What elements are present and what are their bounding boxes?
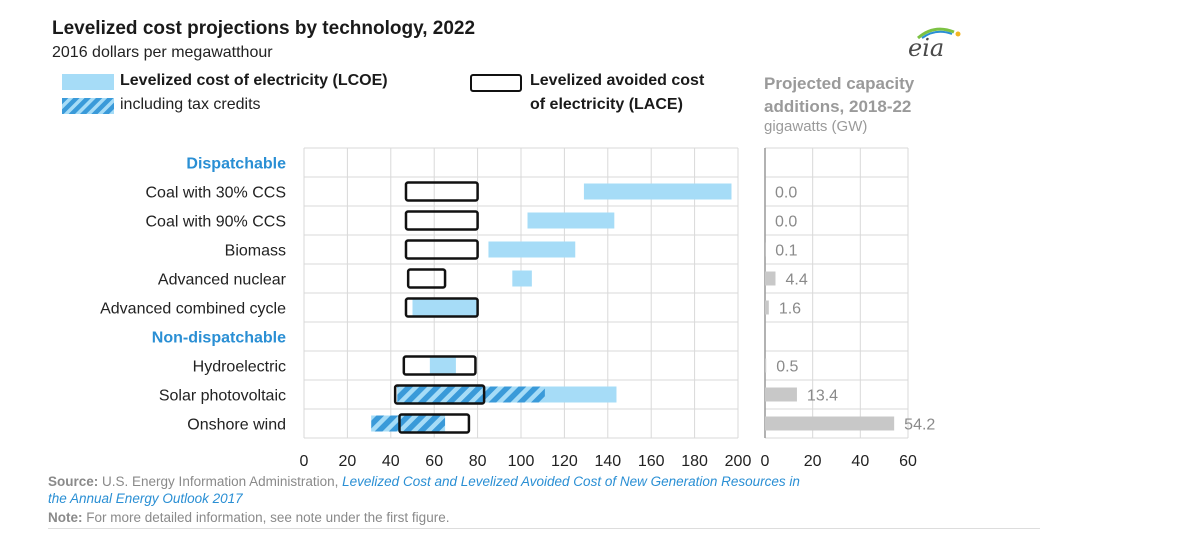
source-link-1[interactable]: Levelized Cost and Levelized Avoided Cos… <box>342 474 800 489</box>
row-label: Solar photovoltaic <box>159 388 286 405</box>
lcoe-tick-label: 80 <box>469 453 487 470</box>
source-label: Source: <box>48 474 99 489</box>
capacity-value-label: 0.0 <box>775 185 797 202</box>
legend-lcoe-label: Levelized cost of electricity (LCOE) <box>120 72 388 89</box>
capacity-value-label: 0.0 <box>775 214 797 231</box>
note-text: For more detailed information, see note … <box>86 510 450 525</box>
lcoe-tick-label: 40 <box>382 453 400 470</box>
logo-text: eia <box>908 34 945 62</box>
row-label: Coal with 90% CCS <box>146 214 287 231</box>
legend-tax-label: including tax credits <box>120 96 261 113</box>
lcoe-tick-label: 200 <box>725 453 752 470</box>
capacity-bars: 0.0 0.0 0.1 4.4 1.6 0.5 13.4 54.2 <box>765 185 935 434</box>
lace-bar <box>398 413 471 434</box>
capacity-header-line2: additions, 2018-22 <box>764 97 912 116</box>
legend-lace-swatch <box>470 74 522 92</box>
category-header: Dispatchable <box>186 156 286 173</box>
capacity-value-label: 0.1 <box>775 243 797 260</box>
capacity-gridlines <box>764 147 909 439</box>
lace-bar <box>404 210 479 231</box>
lcoe-bar <box>527 212 615 229</box>
note: Note: For more detailed information, see… <box>48 510 449 525</box>
legend-lace-label-2: of electricity (LACE) <box>530 96 683 113</box>
lace-bar <box>393 384 486 405</box>
footer-rule <box>48 528 1040 529</box>
capacity-bar <box>765 358 767 373</box>
lcoe-bar <box>429 357 456 374</box>
lace-bar <box>404 297 479 318</box>
capacity-unit: gigawatts (GW) <box>764 118 868 135</box>
lcoe-tick-label: 100 <box>508 453 535 470</box>
note-label: Note: <box>48 510 83 525</box>
logo-arc-icon <box>917 27 961 40</box>
lcoe-bar <box>488 241 576 258</box>
chart-subtitle: 2016 dollars per megawatthour <box>52 44 273 61</box>
capacity-bar <box>765 271 776 286</box>
row-label: Coal with 30% CCS <box>146 185 287 202</box>
row-label: Advanced nuclear <box>158 272 287 289</box>
lcoe-tick-label: 60 <box>425 453 443 470</box>
lcoe-bar <box>512 270 532 287</box>
lace-bar <box>406 268 447 289</box>
lcoe-tick-label: 160 <box>638 453 665 470</box>
capacity-header-line1: Projected capacity <box>764 74 915 93</box>
row-label: Advanced combined cycle <box>100 301 286 318</box>
lace-bar <box>404 239 479 260</box>
lcoe-tick-label: 120 <box>551 453 578 470</box>
lcoe-tick-label: 20 <box>339 453 357 470</box>
capacity-header: Projected capacity additions, 2018-22 <box>764 72 914 118</box>
source-link-2[interactable]: the Annual Energy Outlook 2017 <box>48 491 243 506</box>
lcoe-tick-label: 0 <box>300 453 309 470</box>
source-text: U.S. Energy Information Administration, <box>102 474 339 489</box>
capacity-value-label: 54.2 <box>904 417 935 434</box>
source-note-2: the Annual Energy Outlook 2017 <box>48 491 243 506</box>
source-note: Source: U.S. Energy Information Administ… <box>48 474 800 489</box>
capacity-tick-label: 60 <box>899 453 917 470</box>
capacity-bar <box>765 387 797 402</box>
legend-tax-swatch <box>62 98 114 114</box>
lcoe-bars <box>371 183 732 432</box>
capacity-tick-label: 20 <box>804 453 822 470</box>
capacity-value-label: 4.4 <box>785 272 807 289</box>
capacity-tick-label: 0 <box>761 453 770 470</box>
lcoe-tax-credit-bar <box>371 415 446 432</box>
capacity-tick-labels: 0 20 40 60 <box>761 453 917 470</box>
lcoe-tick-labels: 0 20 40 60 80 100 120 140 160 180 200 <box>300 453 752 470</box>
lace-bar <box>404 181 479 202</box>
lace-bar <box>402 355 477 376</box>
lcoe-bar <box>412 299 478 316</box>
lace-bars <box>393 181 486 434</box>
capacity-value-label: 1.6 <box>779 301 801 318</box>
row-labels: Dispatchable Coal with 30% CCS Coal with 9… <box>100 156 287 434</box>
eia-logo: eia <box>908 22 961 62</box>
lcoe-tick-label: 140 <box>594 453 621 470</box>
lcoe-tax-credit-bar <box>397 386 545 403</box>
capacity-bar <box>765 300 769 315</box>
legend-lcoe-swatch <box>62 74 114 90</box>
row-label: Hydroelectric <box>193 359 286 376</box>
legend-lace-label-1: Levelized avoided cost <box>530 72 705 89</box>
lcoe-tick-label: 180 <box>681 453 708 470</box>
capacity-tick-label: 40 <box>851 453 869 470</box>
capacity-value-label: 13.4 <box>807 388 838 405</box>
row-label: Biomass <box>225 243 286 260</box>
lcoe-bar <box>583 183 732 200</box>
category-header: Non-dispatchable <box>152 330 286 347</box>
chart-title: Levelized cost projections by technology… <box>52 18 476 39</box>
capacity-value-label: 0.5 <box>776 359 798 376</box>
capacity-bar <box>765 416 895 431</box>
row-label: Onshore wind <box>187 417 286 434</box>
